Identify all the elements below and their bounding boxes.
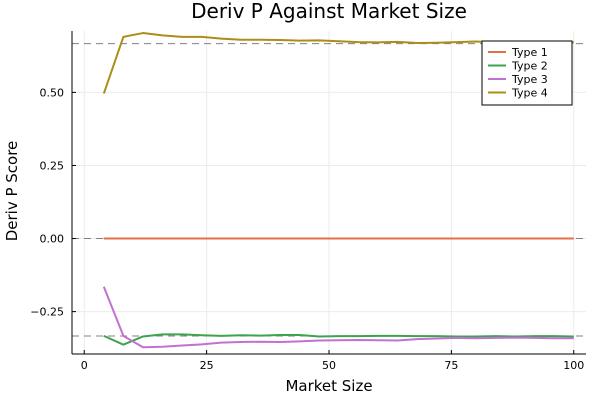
legend-label: Type 2	[511, 60, 548, 73]
x-axis-label: Market Size	[285, 377, 372, 395]
legend-label: Type 1	[511, 46, 548, 59]
axes	[71, 31, 586, 355]
x-tick-label: 25	[200, 359, 214, 372]
y-tick-label: 0.25	[40, 159, 65, 172]
chart-title: Deriv P Against Market Size	[191, 0, 467, 23]
series-line-type-3	[102, 286, 574, 349]
legend-label: Type 4	[511, 87, 548, 100]
x-tick-label: 100	[563, 359, 584, 372]
y-tick-label: −0.25	[30, 306, 64, 319]
x-tick-label: 50	[322, 359, 336, 372]
x-tick-label: 0	[81, 359, 88, 372]
tick-labels: 0 25 50 75 100 −0.25 0.00 0.25 0.50	[30, 86, 584, 372]
y-tick-label: 0.50	[40, 86, 65, 99]
series-line-type-2	[103, 333, 574, 346]
legend-label: Type 3	[511, 73, 548, 86]
y-axis-label: Deriv P Score	[3, 141, 21, 242]
x-tick-label: 75	[444, 359, 458, 372]
y-tick-label: 0.00	[40, 233, 65, 246]
